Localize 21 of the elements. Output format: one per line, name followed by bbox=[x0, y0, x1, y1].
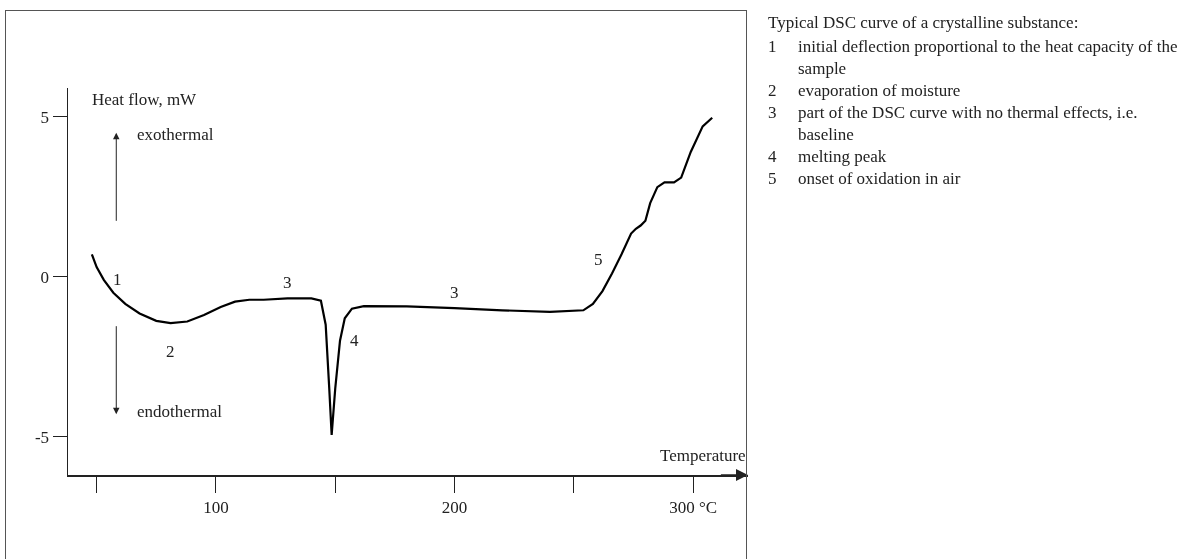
line-series bbox=[90, 116, 714, 437]
y-tick-label: 0 bbox=[40, 267, 50, 287]
text: Typical DSC curve of a crystalline substance: bbox=[768, 12, 1080, 34]
x-tick-label: 100 bbox=[203, 497, 229, 517]
text: 5 onset of oxidation in air bbox=[768, 169, 961, 188]
y-axis-title: Heat flow, mW bbox=[92, 90, 198, 109]
y-tick-label: -5 bbox=[34, 427, 50, 447]
x-axis-title: Temperature bbox=[660, 446, 746, 465]
annotation: endothermal bbox=[137, 402, 223, 421]
annotation: 3 bbox=[283, 273, 292, 292]
annotation: exothermal bbox=[137, 125, 214, 144]
annotation: 1 bbox=[113, 270, 122, 289]
x-tick-label: 300 °C bbox=[669, 497, 718, 517]
annotation: 5 bbox=[594, 250, 603, 269]
x-tick-label: 200 bbox=[441, 497, 468, 517]
y-tick-label: 5 bbox=[40, 107, 50, 127]
text: 2 evaporation of moisture bbox=[768, 81, 961, 100]
annotation: 2 bbox=[166, 342, 175, 361]
text: 4 melting peak bbox=[768, 147, 887, 166]
annotation: 4 bbox=[350, 331, 359, 350]
annotation: 3 bbox=[450, 283, 459, 302]
